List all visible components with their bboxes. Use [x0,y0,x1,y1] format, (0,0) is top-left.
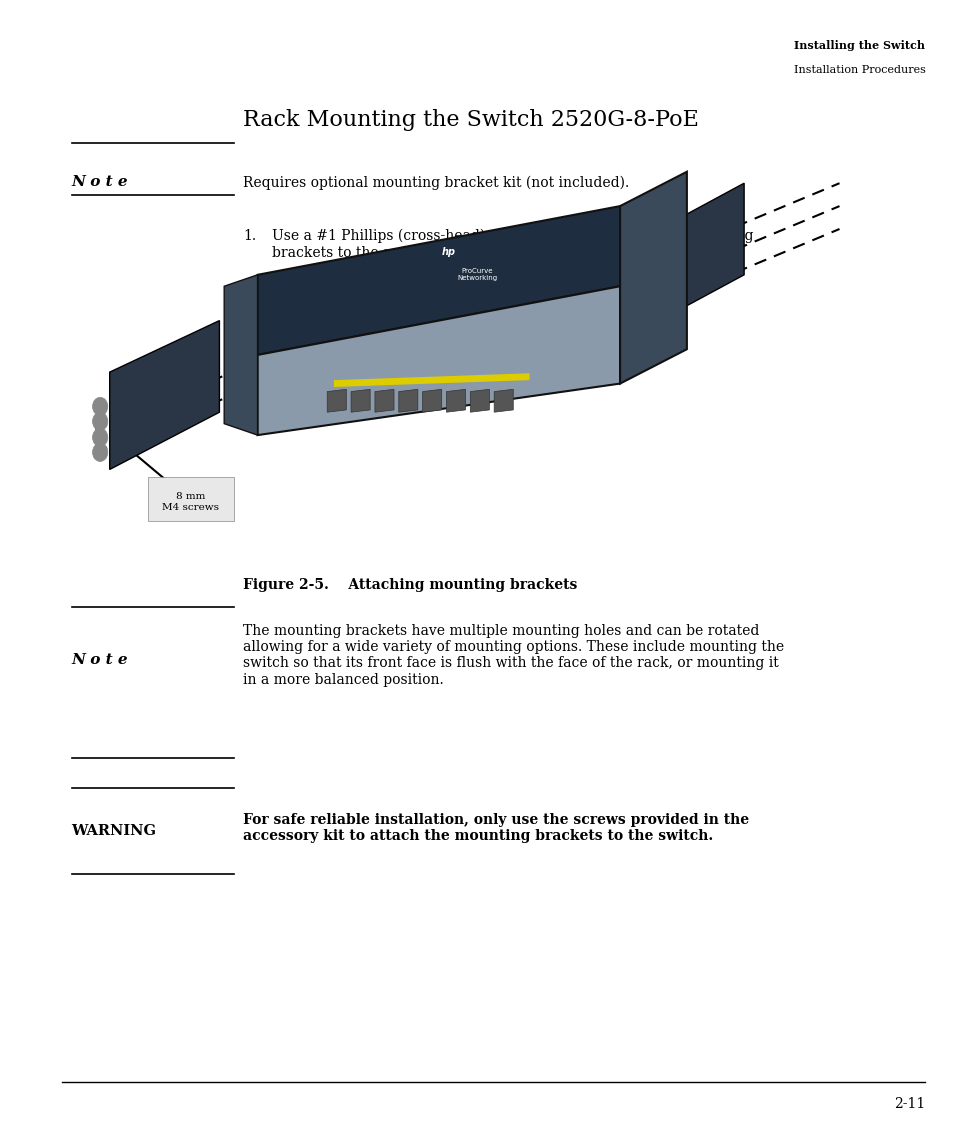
Text: Requires optional mounting bracket kit (not included).: Requires optional mounting bracket kit (… [243,175,629,190]
Circle shape [92,443,108,461]
Circle shape [92,412,108,431]
Text: N o t e: N o t e [71,175,128,189]
Polygon shape [327,389,346,412]
Text: ProCurve
Networking: ProCurve Networking [456,268,497,282]
Text: Installation Procedures: Installation Procedures [793,65,924,76]
Text: N o t e: N o t e [71,653,128,666]
Text: The mounting brackets have multiple mounting holes and can be rotated
allowing f: The mounting brackets have multiple moun… [243,624,783,687]
Text: 8 mm
M4 screws: 8 mm M4 screws [162,492,219,512]
Text: 2-11: 2-11 [893,1097,924,1111]
Polygon shape [224,275,257,435]
Polygon shape [446,389,465,412]
Bar [148,477,233,521]
Polygon shape [422,389,441,412]
Polygon shape [494,389,513,412]
Polygon shape [470,389,489,412]
Polygon shape [619,172,686,384]
Circle shape [92,428,108,447]
Text: Use a #1 Phillips (cross-head) screwdriver and attach the mounting
brackets to t: Use a #1 Phillips (cross-head) screwdriv… [272,229,753,260]
Polygon shape [398,389,417,412]
Polygon shape [351,389,370,412]
Polygon shape [334,373,529,387]
Text: hp: hp [441,247,455,256]
Polygon shape [648,183,743,326]
Polygon shape [257,206,619,355]
Text: 1.: 1. [243,229,256,243]
Text: WARNING: WARNING [71,824,156,838]
Circle shape [92,397,108,416]
Polygon shape [110,321,219,469]
Text: Installing the Switch: Installing the Switch [794,40,924,52]
Text: Figure 2-5.    Attaching mounting brackets: Figure 2-5. Attaching mounting brackets [243,578,577,592]
Text: For safe reliable installation, only use the screws provided in the
accessory ki: For safe reliable installation, only use… [243,813,749,843]
Text: Rack Mounting the Switch 2520G-8-PoE: Rack Mounting the Switch 2520G-8-PoE [243,109,699,131]
Polygon shape [257,286,619,435]
Polygon shape [375,389,394,412]
